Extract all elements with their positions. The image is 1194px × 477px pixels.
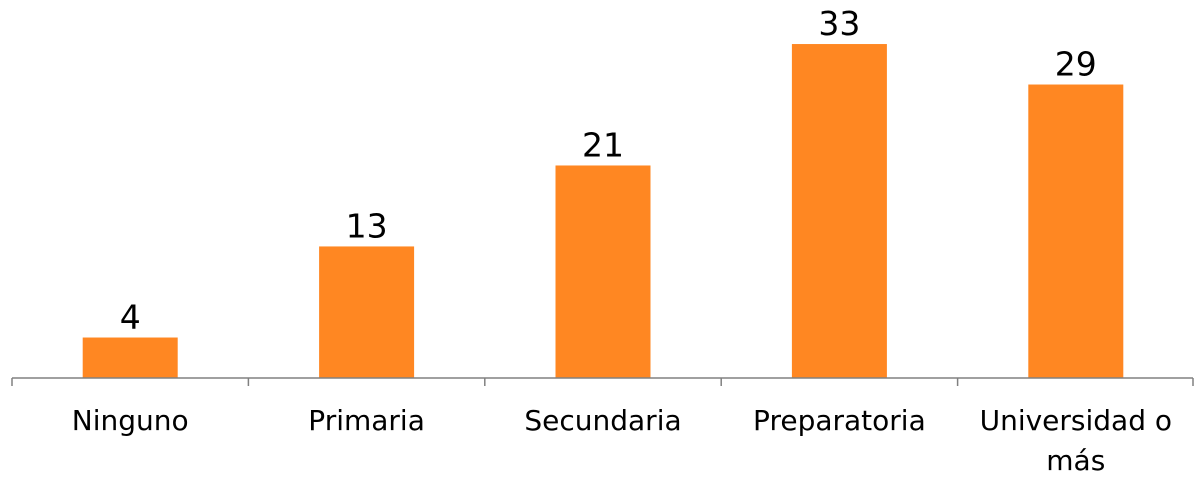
data-label-0: 4: [120, 298, 141, 337]
bar-2: [555, 165, 651, 378]
bar-1: [319, 246, 415, 378]
bar-4: [1028, 84, 1124, 379]
x-axis: [11, 377, 1194, 386]
data-label-2: 21: [582, 125, 624, 164]
bar-3: [791, 44, 887, 378]
category-label-2: Secundaria: [524, 404, 681, 437]
category-label-4-line-0: Universidad o: [980, 404, 1172, 437]
category-label-3: Preparatoria: [753, 404, 926, 437]
category-label-4-line-1: más: [1046, 444, 1105, 477]
bar-0: [82, 337, 178, 378]
category-label-0: Ninguno: [72, 404, 189, 437]
data-label-4: 29: [1055, 45, 1097, 84]
data-label-3: 33: [818, 4, 860, 43]
data-label-1: 13: [346, 206, 388, 245]
category-label-1: Primaria: [308, 404, 425, 437]
data-labels-group: 4 13 21 33 29: [120, 4, 1097, 336]
bars-group: [82, 44, 1124, 379]
category-labels-group: Ninguno Primaria Secundaria Preparatoria Uni…: [72, 404, 1172, 477]
